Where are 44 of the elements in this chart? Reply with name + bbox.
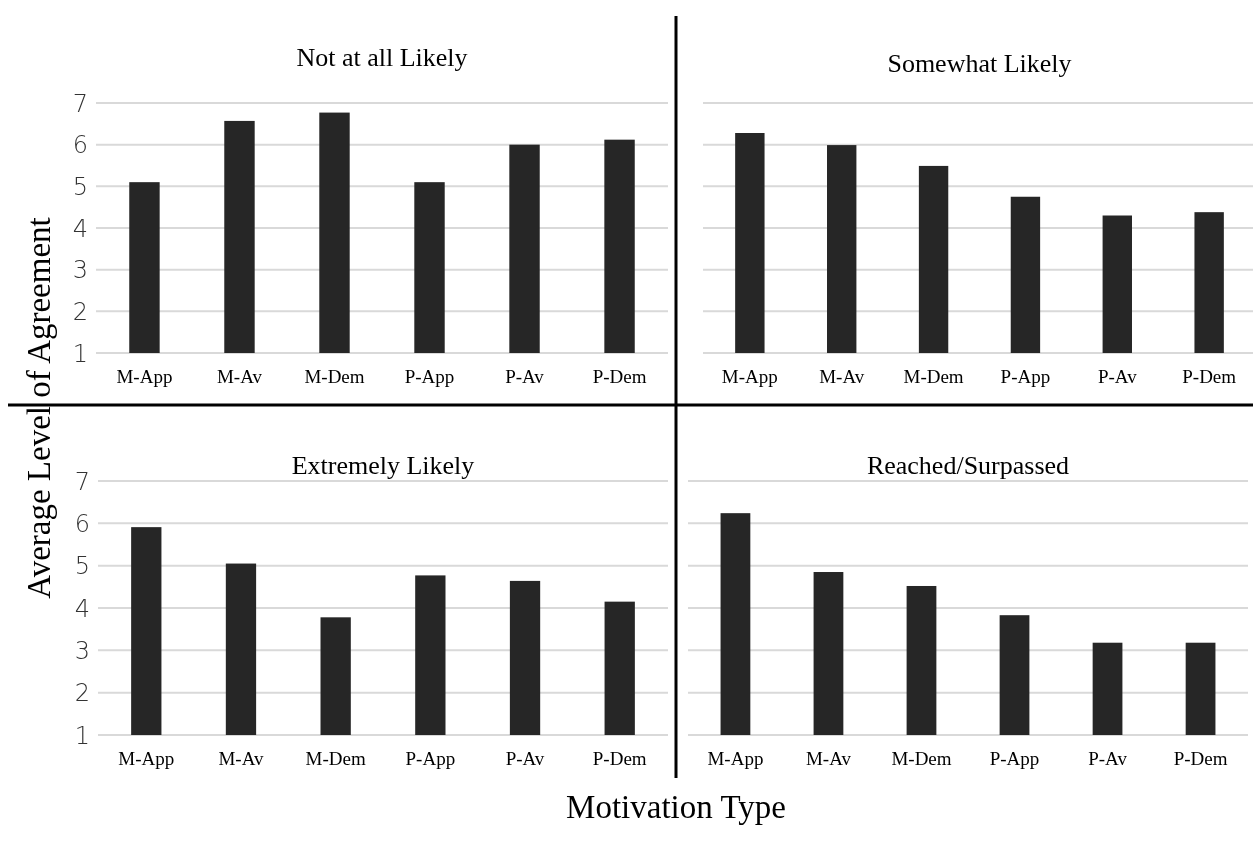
x-tick-label: P-Dem (592, 748, 647, 769)
x-tick-label: M-App (707, 748, 764, 769)
x-tick-label: P-Dem (1173, 748, 1228, 769)
x-tick-label: M-Av (819, 366, 865, 387)
y-tick-label: 3 (72, 256, 88, 285)
x-tick-label: M-App (116, 366, 173, 387)
x-tick-label: M-Av (218, 748, 264, 769)
y-tick-label: 4 (74, 594, 90, 623)
y-axis-title: Average Level of Agreement (21, 217, 57, 599)
y-tick-label: 5 (72, 172, 88, 201)
x-tick-label: M-App (721, 366, 778, 387)
x-tick-label: M-Av (805, 748, 852, 769)
x-tick-label: P-App (405, 748, 456, 769)
x-tick-label: P-Dem (1182, 366, 1237, 387)
x-tick-label: P-App (989, 748, 1040, 769)
x-tick-label: P-Av (1088, 748, 1128, 769)
chart-title: Reached/Surpassed (866, 451, 1070, 480)
x-tick-label: P-App (404, 366, 455, 387)
y-tick-label: 7 (74, 467, 90, 496)
chart-title: Not at all Likely (296, 43, 468, 72)
x-tick-label: M-Dem (305, 748, 366, 769)
y-tick-label: 3 (74, 636, 90, 665)
y-tick-label: 4 (72, 214, 88, 243)
x-tick-label: P-Av (505, 748, 545, 769)
y-tick-label: 6 (72, 131, 88, 160)
x-tick-label: P-Dem (592, 366, 647, 387)
y-tick-label: 1 (72, 339, 88, 368)
y-tick-label: 2 (72, 297, 88, 326)
x-tick-label: M-Dem (903, 366, 964, 387)
x-tick-label: M-Dem (891, 748, 952, 769)
chart-title: Extremely Likely (291, 451, 475, 480)
y-tick-label: 5 (74, 552, 90, 581)
x-axis-title: Motivation Type (566, 789, 786, 825)
x-tick-label: M-App (118, 748, 175, 769)
y-tick-label: 7 (72, 89, 88, 118)
x-tick-label: M-Av (216, 366, 263, 387)
y-tick-label: 6 (74, 509, 90, 538)
x-tick-label: P-App (1000, 366, 1051, 387)
y-tick-label: 2 (74, 679, 90, 708)
chart-title: Somewhat Likely (887, 49, 1072, 78)
x-tick-label: P-Av (505, 366, 545, 387)
x-tick-label: P-Av (1097, 366, 1138, 387)
x-tick-label: M-Dem (304, 366, 365, 387)
y-tick-label: 1 (74, 721, 90, 750)
